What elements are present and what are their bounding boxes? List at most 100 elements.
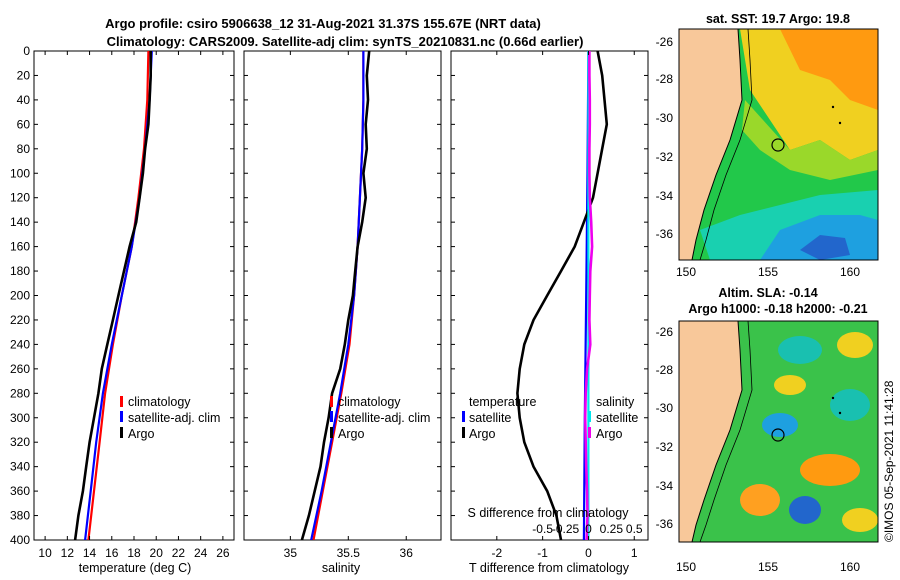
top-tick-label: 0 bbox=[585, 522, 592, 536]
sla-ytick: -26 bbox=[656, 325, 674, 339]
figure-title-line2: Climatology: CARS2009. Satellite-adj cli… bbox=[107, 34, 584, 49]
x-tick-label: 35 bbox=[284, 546, 298, 560]
depth-axis: 0 20 40 60 80 100 120 140 160 180 200 220 240 260 280 3… bbox=[10, 44, 648, 547]
sla-map-ticks: 150 155 160 -26 -28 -30 -32 -34 -36 bbox=[656, 325, 861, 574]
difference-top-xlabel: S difference from climatology bbox=[468, 506, 630, 520]
sla-high-eddy bbox=[800, 454, 860, 486]
legend-label-sal-argo: Argo bbox=[596, 427, 622, 441]
legend-label-climatology: climatology bbox=[338, 395, 401, 409]
series-line-argo bbox=[73, 51, 152, 540]
sla-island-marker bbox=[838, 411, 842, 415]
top-tick-label: 0.25 bbox=[600, 522, 624, 536]
legend-label-temp-satellite: satellite bbox=[469, 411, 511, 425]
x-tick-label: 24 bbox=[194, 546, 208, 560]
depth-tick-label: 40 bbox=[17, 93, 31, 107]
legend-swatch-argo bbox=[120, 427, 123, 438]
sst-ytick: -32 bbox=[656, 150, 674, 164]
sst-island-marker bbox=[838, 121, 842, 125]
salinity-legend: climatology satellite-adj. clim Argo bbox=[330, 395, 430, 441]
sla-low-eddy bbox=[789, 496, 821, 524]
x-tick-label: 10 bbox=[38, 546, 52, 560]
legend-header-temperature: temperature bbox=[469, 395, 536, 409]
x-tick-label: 0 bbox=[585, 546, 592, 560]
x-tick-label: 1 bbox=[631, 546, 638, 560]
x-tick-label: 18 bbox=[127, 546, 141, 560]
x-tick-label: 36 bbox=[400, 546, 414, 560]
sla-ytick: -28 bbox=[656, 363, 674, 377]
x-tick-label: 20 bbox=[150, 546, 164, 560]
legend-swatch-temp-argo bbox=[462, 427, 465, 438]
depth-tick-label: 140 bbox=[10, 215, 30, 229]
difference-axes bbox=[450, 50, 649, 541]
top-tick-label: -0.25 bbox=[552, 522, 580, 536]
depth-tick-label: 0 bbox=[23, 44, 30, 58]
sla-map-frame bbox=[678, 320, 879, 543]
depth-tick-label: 340 bbox=[10, 460, 30, 474]
sst-ytick: -28 bbox=[656, 72, 674, 86]
x-tick-label: 14 bbox=[83, 546, 97, 560]
depth-tick-label: 380 bbox=[10, 509, 30, 523]
legend-label-satellite: satellite-adj. clim bbox=[128, 411, 220, 425]
series-line-salinity-argo bbox=[583, 51, 594, 540]
sst-xtick: 155 bbox=[758, 265, 778, 279]
sla-map bbox=[679, 321, 878, 542]
difference-xlabel: T difference from climatology bbox=[469, 561, 630, 575]
sla-low-eddy bbox=[830, 389, 870, 421]
imos-watermark: ©IMOS 05-Sep-2021 11:41:28 bbox=[882, 380, 896, 542]
depth-tick-label: 160 bbox=[10, 240, 30, 254]
top-tick-label: 0.5 bbox=[626, 522, 643, 536]
legend-swatch-climatology bbox=[120, 396, 123, 407]
depth-tick-label: 400 bbox=[10, 533, 30, 547]
salinity-series bbox=[300, 51, 371, 540]
figure-title-line1: Argo profile: csiro 5906638_12 31-Aug-20… bbox=[105, 16, 541, 31]
difference-series bbox=[516, 51, 609, 540]
sla-coastline bbox=[691, 321, 743, 542]
sst-map-title: sat. SST: 19.7 Argo: 19.8 bbox=[706, 12, 850, 26]
sla-isobath bbox=[699, 321, 753, 542]
sst-land bbox=[679, 29, 742, 260]
x-tick-label: 16 bbox=[105, 546, 119, 560]
sla-xtick: 155 bbox=[758, 560, 778, 574]
salinity-xlabel: salinity bbox=[322, 561, 361, 575]
temperature-xlabel: temperature (deg C) bbox=[79, 561, 192, 575]
sla-ytick: -36 bbox=[656, 517, 674, 531]
sst-yellowgreen-band bbox=[742, 100, 878, 180]
sst-map bbox=[679, 29, 878, 260]
depth-tick-label: 220 bbox=[10, 313, 30, 327]
sla-high-eddy bbox=[774, 375, 806, 395]
sst-xtick: 150 bbox=[676, 265, 696, 279]
depth-tick-label: 320 bbox=[10, 435, 30, 449]
sla-map-title-line2: Argo h1000: -0.18 h2000: -0.21 bbox=[688, 302, 867, 316]
sst-argo-marker bbox=[771, 138, 785, 152]
sla-argo-marker bbox=[771, 428, 785, 442]
legend-label-climatology: climatology bbox=[128, 395, 191, 409]
legend-swatch-climatology bbox=[330, 396, 333, 407]
depth-tick-label: 180 bbox=[10, 264, 30, 278]
depth-tick-label: 280 bbox=[10, 386, 30, 400]
legend-label-satellite: satellite-adj. clim bbox=[338, 411, 430, 425]
sla-xtick: 160 bbox=[840, 560, 860, 574]
difference-legend: temperature satellite Argo salinity sate… bbox=[462, 395, 638, 441]
sst-ytick: -36 bbox=[656, 227, 674, 241]
series-line-argo bbox=[300, 51, 371, 540]
sla-ytick: -34 bbox=[656, 479, 674, 493]
temperature-series bbox=[73, 51, 153, 540]
sst-ytick: -30 bbox=[656, 111, 674, 125]
legend-header-salinity: salinity bbox=[596, 395, 635, 409]
sla-high-eddy bbox=[842, 508, 878, 532]
depth-tick-label: 100 bbox=[10, 166, 30, 180]
x-tick-label: 12 bbox=[61, 546, 75, 560]
sst-ytick: -34 bbox=[656, 189, 674, 203]
difference-top-ticks: -0.5-0.25 0 0.25 0.5 bbox=[532, 522, 643, 536]
sst-coastline bbox=[691, 29, 743, 260]
salinity-x-ticks: 35 35.5 36 bbox=[284, 51, 414, 560]
depth-tick-label: 360 bbox=[10, 484, 30, 498]
sst-xtick: 160 bbox=[840, 265, 860, 279]
sla-high-eddy bbox=[740, 484, 780, 516]
sst-isobath bbox=[699, 29, 753, 260]
depth-tick-label: 200 bbox=[10, 289, 30, 303]
sla-land bbox=[679, 321, 742, 542]
legend-swatch-sal-argo bbox=[588, 427, 591, 438]
sst-island-marker bbox=[831, 105, 835, 109]
